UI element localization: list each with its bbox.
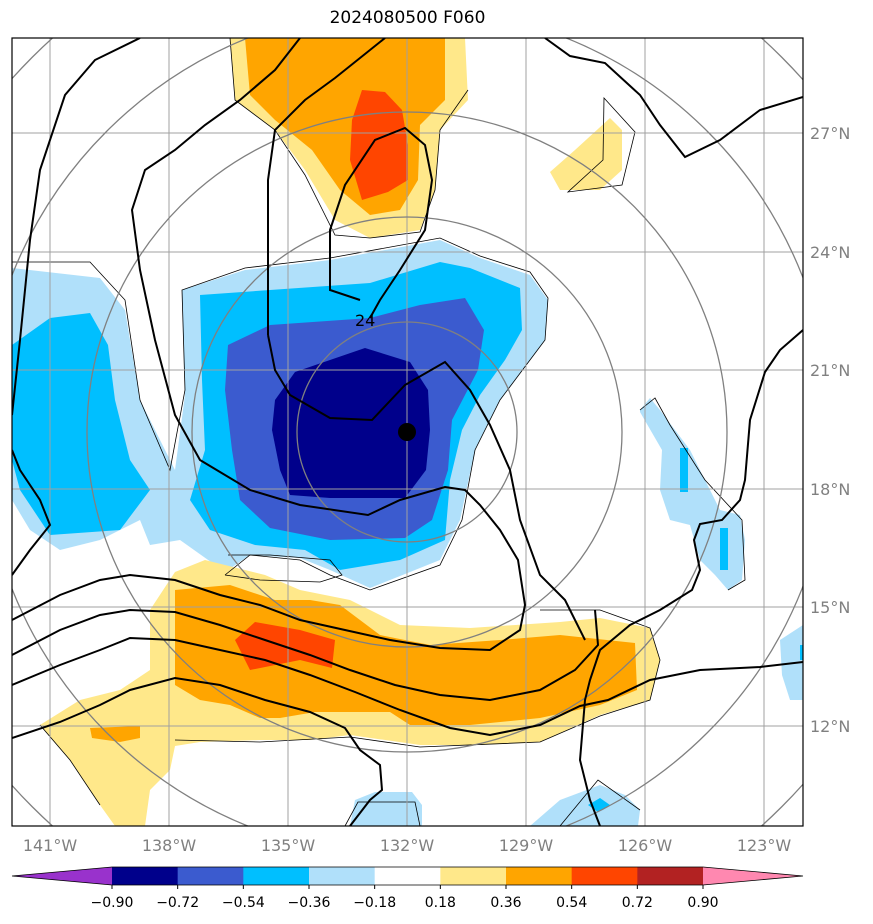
height-contours bbox=[12, 38, 803, 826]
longitude-labels: 141°W 138°W 135°W 132°W 129°W 126°W 123°… bbox=[23, 836, 792, 855]
colorbar-segment bbox=[374, 867, 441, 885]
lat-label: 27°N bbox=[810, 124, 850, 143]
colorbar-tick-label: −0.72 bbox=[156, 895, 199, 911]
colorbar-segment bbox=[440, 867, 507, 885]
colorbar-segment bbox=[243, 867, 310, 885]
colorbar-tick-label: −0.90 bbox=[91, 895, 134, 911]
contour-label: 24 bbox=[355, 311, 375, 330]
lon-label: 129°W bbox=[499, 836, 554, 855]
colorbar: −0.90 −0.72 −0.54 −0.36 −0.18 0.18 0.36 0.54 0.7… bbox=[11, 866, 804, 911]
lat-label: 21°N bbox=[810, 361, 850, 380]
lat-label: 24°N bbox=[810, 243, 850, 262]
navy-blue-shading bbox=[272, 348, 430, 498]
colorbar-tick-label: 0.36 bbox=[490, 895, 521, 911]
lon-label: 132°W bbox=[380, 836, 435, 855]
colorbar-tick-label: −0.36 bbox=[288, 895, 331, 911]
lat-label: 18°N bbox=[810, 480, 850, 499]
map-frame bbox=[11, 37, 804, 827]
colorbar-tick-label: 0.90 bbox=[687, 895, 718, 911]
colorbar-segment bbox=[309, 867, 376, 885]
colorbar-tick-label: −0.18 bbox=[353, 895, 396, 911]
storm-center-marker bbox=[398, 423, 416, 441]
lon-label: 141°W bbox=[23, 836, 78, 855]
colorbar-extension-low bbox=[12, 867, 112, 885]
colorbar-extension-high bbox=[703, 867, 803, 885]
map-title: 2024080500 F060 bbox=[329, 8, 486, 28]
colorbar-tick-label: 0.18 bbox=[425, 895, 456, 911]
colorbar-tick-label: 0.54 bbox=[556, 895, 587, 911]
colorbar-segment bbox=[506, 867, 573, 885]
lat-label: 12°N bbox=[810, 717, 850, 736]
lon-label: 135°W bbox=[261, 836, 316, 855]
colorbar-tick-label: −0.54 bbox=[222, 895, 265, 911]
colorbar-tick-label: 0.72 bbox=[622, 895, 653, 911]
colorbar-segment bbox=[637, 867, 704, 885]
latitude-labels: 27°N 24°N 21°N 18°N 15°N 12°N bbox=[810, 124, 850, 736]
colorbar-segment bbox=[571, 867, 638, 885]
lat-label: 15°N bbox=[810, 598, 850, 617]
map-gridlines bbox=[12, 38, 803, 826]
colorbar-segment bbox=[177, 867, 244, 885]
lon-label: 138°W bbox=[142, 836, 197, 855]
shading-outline bbox=[12, 38, 746, 826]
lon-label: 123°W bbox=[737, 836, 792, 855]
lon-label: 126°W bbox=[618, 836, 673, 855]
colorbar-segment bbox=[112, 867, 179, 885]
